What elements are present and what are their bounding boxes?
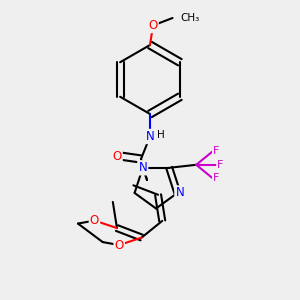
Text: N: N — [138, 161, 147, 174]
Text: O: O — [148, 19, 158, 32]
Text: O: O — [90, 214, 99, 227]
Text: N: N — [146, 130, 154, 143]
Text: N: N — [176, 187, 184, 200]
Text: F: F — [217, 160, 224, 170]
Text: F: F — [213, 146, 220, 156]
Text: H: H — [157, 130, 164, 140]
Text: F: F — [213, 173, 220, 183]
Text: O: O — [112, 149, 122, 163]
Text: CH₃: CH₃ — [180, 13, 199, 23]
Text: O: O — [115, 238, 124, 252]
